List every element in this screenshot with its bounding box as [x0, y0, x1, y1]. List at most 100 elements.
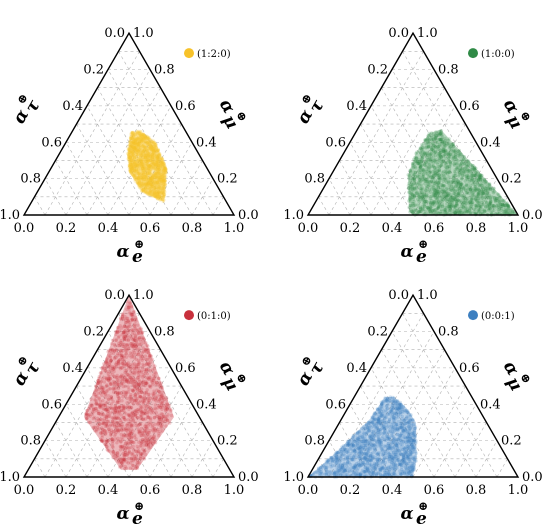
data-point	[133, 149, 137, 153]
data-point	[152, 183, 156, 188]
data-point	[152, 148, 156, 152]
tick-label-e: 1.0	[508, 221, 529, 236]
data-point	[127, 147, 132, 152]
data-point	[162, 184, 166, 189]
data-point	[136, 176, 141, 180]
data-point	[163, 166, 167, 170]
data-point	[131, 174, 136, 178]
data-point	[134, 157, 139, 161]
tick-label-tau: 0.8	[20, 172, 41, 187]
data-point	[148, 140, 152, 145]
data-point	[139, 182, 143, 186]
gridline	[44, 178, 67, 216]
data-point	[136, 129, 140, 134]
tick-label-tau: 0.0	[104, 288, 125, 303]
data-point	[153, 148, 158, 152]
data-point	[141, 137, 146, 141]
data-point	[127, 165, 131, 169]
data-point	[150, 148, 154, 153]
tick-label-e: 0.8	[182, 221, 203, 236]
data-point	[137, 147, 141, 152]
data-point	[143, 133, 147, 138]
data-point	[132, 176, 137, 180]
data-point	[155, 197, 160, 201]
data-point	[154, 182, 158, 186]
data-point	[145, 191, 149, 196]
data-point	[160, 184, 164, 188]
data-point	[158, 158, 163, 163]
data-point	[149, 147, 153, 151]
tick-label-mu: 1.0	[417, 26, 438, 41]
data-point	[140, 189, 144, 193]
data-point	[149, 138, 153, 142]
data-point	[154, 185, 159, 190]
data-point	[146, 153, 150, 158]
gridline	[170, 160, 203, 216]
data-point	[128, 155, 132, 160]
data-point	[139, 179, 143, 183]
data-point	[135, 143, 139, 148]
data-point	[132, 145, 136, 149]
data-point	[129, 167, 134, 171]
tick-label-mu: 0.6	[175, 99, 196, 114]
data-point	[157, 164, 162, 168]
data-point	[151, 160, 155, 164]
data-point	[146, 136, 151, 141]
data-point	[142, 162, 146, 166]
data-point	[163, 170, 168, 175]
data-point	[146, 166, 151, 170]
data-point	[163, 182, 167, 186]
data-point	[144, 155, 148, 159]
data-point	[131, 137, 135, 141]
data-point	[148, 155, 152, 159]
data-point	[144, 157, 148, 161]
data-point	[137, 173, 141, 177]
data-point	[130, 131, 134, 135]
data-point	[151, 192, 155, 196]
data-point	[154, 192, 158, 197]
data-point	[132, 143, 136, 147]
data-point	[131, 155, 135, 159]
data-point	[151, 184, 155, 189]
data-point	[149, 162, 153, 167]
data-point	[146, 158, 150, 162]
data-point	[154, 170, 158, 174]
data-point	[157, 178, 161, 182]
data-point	[163, 190, 167, 194]
data-point	[134, 145, 138, 150]
tick-label-mu: 0.8	[154, 63, 175, 78]
data-point	[160, 186, 165, 190]
data-point	[141, 148, 145, 153]
data-point	[163, 179, 167, 183]
data-point	[158, 170, 162, 174]
data-point	[151, 194, 155, 198]
gridline	[339, 160, 372, 216]
tick-label-tau: 1.0	[0, 208, 20, 223]
data-point	[143, 174, 147, 179]
data-point	[145, 177, 149, 181]
data-point	[150, 176, 154, 180]
data-point	[139, 134, 143, 139]
data-point	[143, 172, 148, 176]
data-point	[135, 147, 139, 151]
data-point	[137, 145, 141, 149]
data-point	[132, 161, 137, 165]
data-point	[130, 162, 134, 166]
tick-label-mu: 0.6	[459, 99, 480, 114]
data-point	[155, 174, 159, 179]
data-point	[140, 139, 144, 143]
tick-label-mu: 0.0	[238, 208, 259, 223]
data-point	[148, 158, 152, 162]
data-point	[157, 160, 162, 164]
data-point	[150, 184, 154, 188]
data-point	[153, 143, 157, 147]
axis-label-e-sup: ⊕	[134, 237, 144, 251]
data-point	[147, 183, 151, 187]
data-point	[145, 149, 149, 153]
data-point	[138, 136, 142, 141]
data-point	[143, 145, 147, 149]
data-point	[163, 182, 167, 186]
data-point	[130, 169, 134, 173]
data-point	[137, 179, 141, 183]
data-point	[140, 144, 145, 148]
